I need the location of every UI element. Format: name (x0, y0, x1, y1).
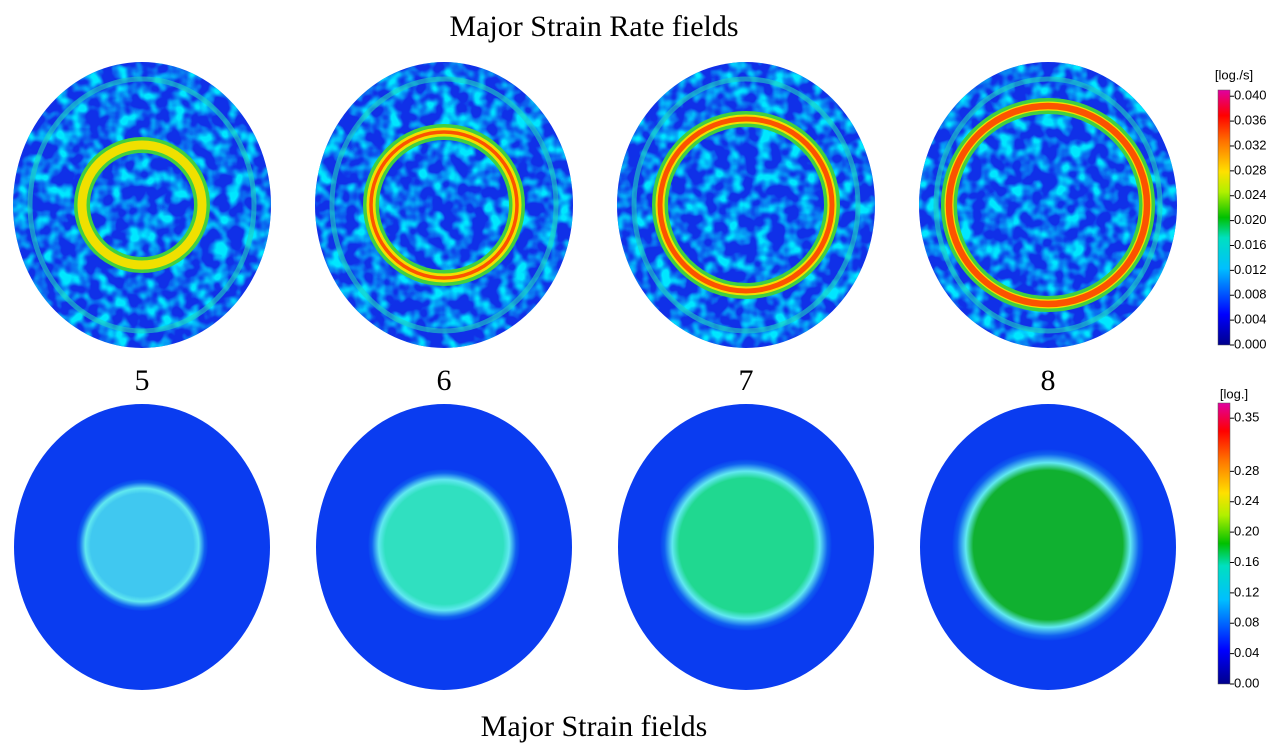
colorbar-unit: [log.] (1220, 386, 1248, 401)
field-core (76, 479, 208, 611)
field-core (660, 459, 832, 631)
outer-band (329, 76, 559, 334)
colorbar-tick-label: 0.004 (1234, 312, 1267, 327)
panel-label: 6 (437, 364, 452, 397)
field-noise (617, 62, 875, 348)
colorbar-tick-label: 0.040 (1234, 88, 1267, 103)
strain-rate-field (315, 62, 573, 348)
colorbar-tick-label: 0.16 (1234, 554, 1259, 569)
ring-inner (945, 102, 1151, 308)
outer-band (27, 76, 257, 334)
panel-label: 5 (135, 364, 150, 397)
outer-band (631, 76, 861, 334)
colorbar-tick-label: 0.12 (1234, 584, 1259, 599)
strain-rate-field (617, 62, 875, 348)
field-noise (13, 62, 271, 348)
colorbar (1217, 89, 1231, 346)
colorbar-tick-label: 0.016 (1234, 237, 1267, 252)
colorbar (1217, 402, 1231, 685)
colorbar-unit: [log./s] (1215, 67, 1253, 82)
colorbar-tick-label: 0.020 (1234, 212, 1267, 227)
field-noise (315, 62, 573, 348)
colorbar-tick-label: 0.24 (1234, 493, 1259, 508)
strain-field (618, 404, 874, 690)
colorbar-tick-label: 0.000 (1234, 336, 1267, 351)
panel-label: 8 (1041, 364, 1056, 397)
strain-field (920, 404, 1176, 690)
colorbar-tick-label: 0.028 (1234, 162, 1267, 177)
bottom-title: Major Strain fields (481, 710, 708, 743)
colorbar-tick-label: 0.032 (1234, 137, 1267, 152)
colorbar-tick-label: 0.008 (1234, 287, 1267, 302)
colorbar-tick-label: 0.28 (1234, 463, 1259, 478)
ring-mid (77, 140, 207, 270)
strain-field (316, 404, 572, 690)
colorbar-tick-label: 0.024 (1234, 187, 1267, 202)
colorbar-tick-label: 0.012 (1234, 262, 1267, 277)
colorbar-tick-label: 0.036 (1234, 113, 1267, 128)
field-core (368, 469, 520, 621)
ring-inner (369, 130, 519, 280)
colorbar-tick-label: 0.08 (1234, 615, 1259, 630)
strain-field (14, 404, 270, 690)
strain-rate-field (13, 62, 271, 348)
colorbar-tick-label: 0.35 (1234, 410, 1259, 425)
colorbar-tick-label: 0.20 (1234, 524, 1259, 539)
panel-label: 7 (739, 364, 754, 397)
colorbar-tick-label: 0.00 (1234, 675, 1259, 690)
field-core (952, 449, 1144, 641)
colorbar-tick-label: 0.04 (1234, 645, 1259, 660)
strain-rate-field (919, 62, 1177, 348)
ring-inner (657, 116, 835, 294)
top-title: Major Strain Rate fields (449, 10, 738, 43)
outer-band (933, 76, 1163, 334)
